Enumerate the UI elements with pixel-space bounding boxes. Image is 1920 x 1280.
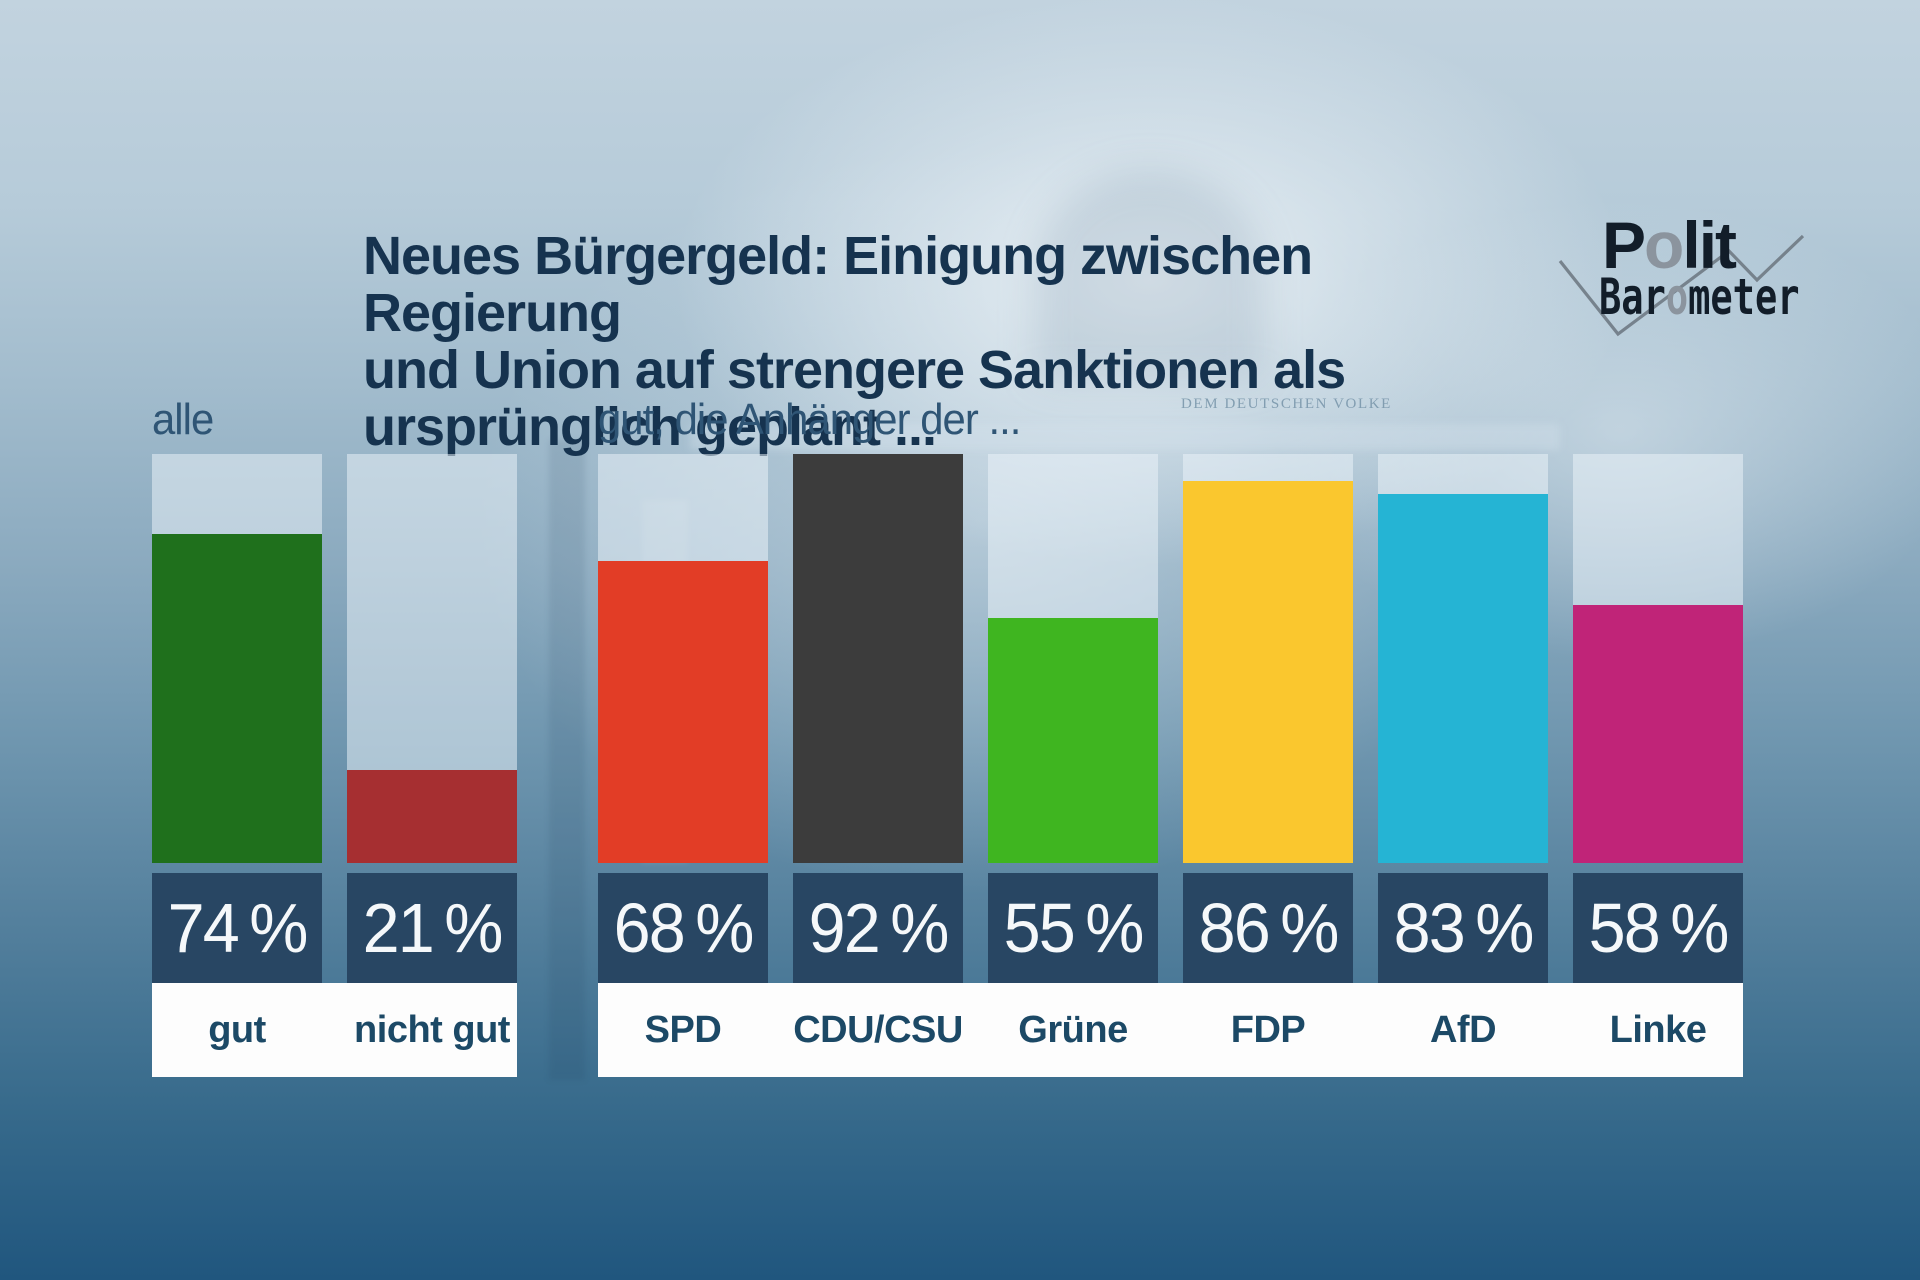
value-badge: 86 % xyxy=(1183,873,1353,983)
category-text: Grüne xyxy=(1018,1009,1128,1051)
value-label: 58 % xyxy=(1588,889,1730,967)
title-line-1: Neues Bürgergeld: Einigung zwischen Regi… xyxy=(363,226,1313,343)
category-label: SPD xyxy=(598,983,768,1077)
value-label: 68 % xyxy=(613,889,755,967)
category-label: nicht gut xyxy=(347,983,517,1077)
category-label: FDP xyxy=(1183,983,1353,1077)
logo-wordmark-polit: Polit xyxy=(1602,212,1737,278)
bar-spd xyxy=(598,561,768,863)
reichstag-inscription: DEM DEUTSCHEN VOLKE xyxy=(1181,396,1392,412)
category-label: AfD xyxy=(1378,983,1548,1077)
category-label: Grüne xyxy=(988,983,1158,1077)
category-label: gut xyxy=(152,983,322,1077)
reichstag-architrave-band xyxy=(690,424,1560,450)
value-badge: 55 % xyxy=(988,873,1158,983)
category-text: FDP xyxy=(1230,1009,1306,1051)
category-text: gut xyxy=(208,1009,266,1051)
value-badge: 74 % xyxy=(152,873,322,983)
bar-nicht-gut xyxy=(347,770,517,863)
value-label: 74 % xyxy=(167,889,309,967)
bar-gut xyxy=(152,534,322,863)
category-text: nicht gut xyxy=(354,1009,510,1051)
reichstag-dome-silhouette xyxy=(1035,170,1265,380)
bar-linke xyxy=(1573,605,1743,863)
logo-polit-part3: lit xyxy=(1682,208,1737,282)
category-strip xyxy=(598,983,1743,1077)
category-text: SPD xyxy=(644,1009,722,1051)
background-column-shadow xyxy=(549,440,585,1080)
title-line-3: ursprünglich geplant ... xyxy=(363,397,937,457)
value-label: 55 % xyxy=(1003,889,1145,967)
bar-fdp xyxy=(1183,481,1353,863)
zigzag-line-icon xyxy=(1558,234,1805,337)
value-badge: 58 % xyxy=(1573,873,1743,983)
bar-grüne xyxy=(988,618,1158,863)
chart-group-label: gut, die Anhänger der ... xyxy=(598,395,1021,444)
category-text: Linke xyxy=(1609,1009,1707,1051)
value-badge: 21 % xyxy=(347,873,517,983)
bar-afd xyxy=(1378,494,1548,863)
logo-wordmark-barometer: Barometer xyxy=(1599,272,1799,322)
category-text: CDU/CSU xyxy=(793,1009,963,1051)
value-badge: 92 % xyxy=(793,873,963,983)
logo-polit-part2: o xyxy=(1644,208,1684,282)
chart-title: Neues Bürgergeld: Einigung zwischen Regi… xyxy=(363,228,1583,456)
category-label: CDU/CSU xyxy=(793,983,963,1077)
category-label: Linke xyxy=(1573,983,1743,1077)
logo-barometer-part3: meter xyxy=(1688,268,1800,326)
bar-cdu-csu xyxy=(793,454,963,863)
title-line-2: und Union auf strengere Sanktionen als xyxy=(363,340,1346,400)
category-strip xyxy=(152,983,517,1077)
category-text: AfD xyxy=(1429,1009,1497,1051)
value-label: 83 % xyxy=(1393,889,1535,967)
logo-polit-part1: P xyxy=(1602,208,1646,282)
logo-barometer-part1: Bar xyxy=(1599,268,1666,326)
value-badge: 68 % xyxy=(598,873,768,983)
value-label: 21 % xyxy=(362,889,504,967)
chart-group-label: alle xyxy=(152,395,214,444)
value-badge: 83 % xyxy=(1378,873,1548,983)
value-label: 86 % xyxy=(1198,889,1340,967)
logo-barometer-part2: o xyxy=(1665,268,1689,326)
value-label: 92 % xyxy=(808,889,950,967)
